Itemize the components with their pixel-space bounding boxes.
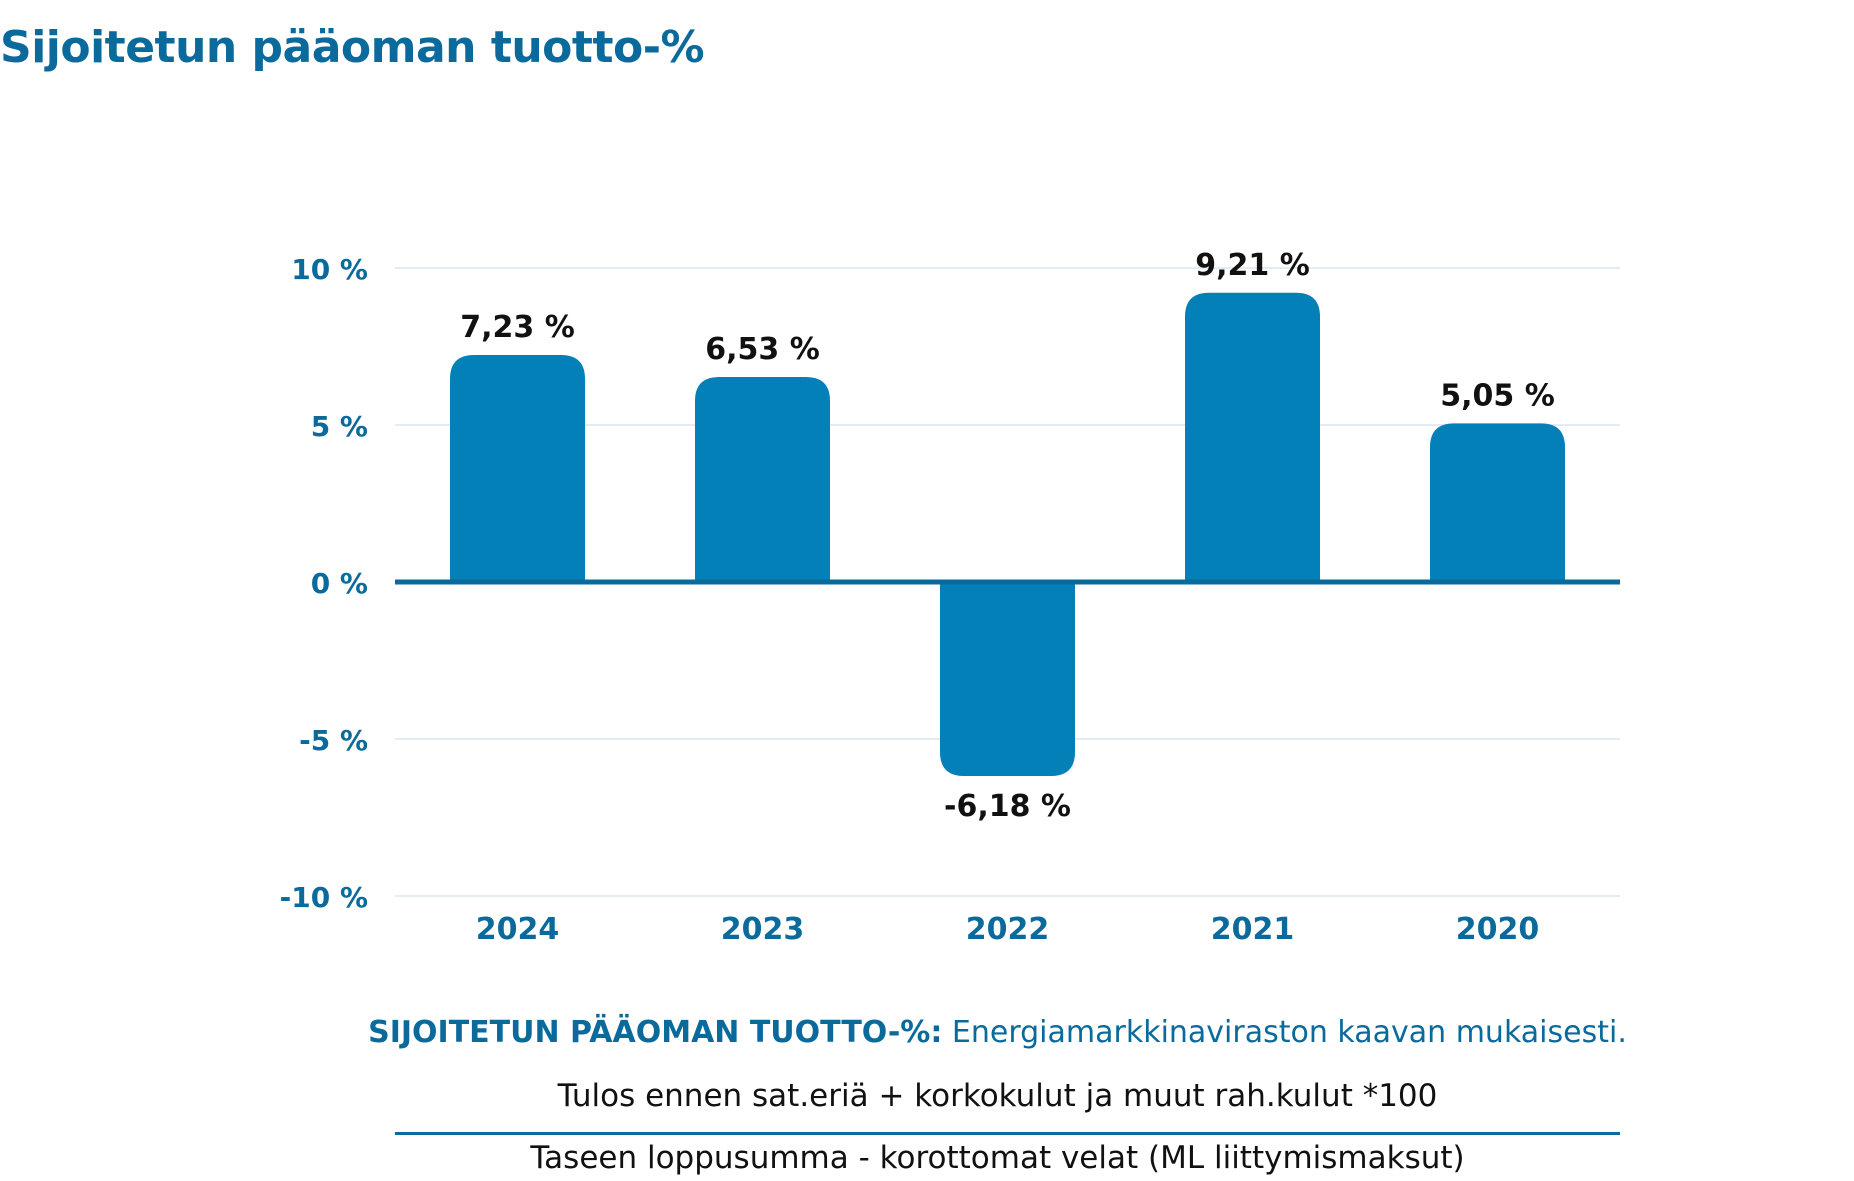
bar — [1185, 292, 1320, 582]
x-tick-label: 2020 — [1456, 912, 1540, 947]
formula-numerator: Tulos ennen sat.eriä + korkokulut ja muu… — [557, 1078, 1438, 1114]
formula-denominator: Taseen loppusumma - korottomat velat (ML… — [530, 1140, 1465, 1176]
bar-chart: 10 % 5 % 0 % -5 % -10 % 7,23 % 2024 6,53 % 2023 -… — [280, 248, 1620, 947]
y-tick-label: -10 % — [280, 881, 368, 914]
definition-text: Energiamarkkinaviraston kaavan mukaisest… — [951, 1015, 1627, 1050]
y-tick-label: 0 % — [311, 567, 368, 600]
definition-header: SIJOITETUN PÄÄOMAN TUOTTO-%: Energiamark… — [335, 1015, 1660, 1050]
page-title: Sijoitetun pääoman tuotto-% — [0, 22, 705, 73]
definition-label: SIJOITETUN PÄÄOMAN TUOTTO-%: — [368, 1015, 943, 1050]
formula-divider — [395, 1132, 1620, 1135]
data-label: 6,53 % — [705, 332, 820, 367]
bar — [695, 376, 830, 582]
x-tick-label: 2022 — [966, 912, 1050, 947]
y-tick-label: 5 % — [311, 410, 368, 443]
data-label: 7,23 % — [460, 310, 575, 345]
data-label: -6,18 % — [944, 789, 1071, 824]
y-tick-label: -5 % — [299, 724, 368, 757]
bar — [940, 582, 1075, 777]
x-tick-label: 2024 — [476, 912, 560, 947]
data-label: 5,05 % — [1440, 378, 1555, 413]
y-tick-label: 10 % — [291, 253, 368, 286]
bar — [450, 354, 585, 582]
x-tick-label: 2023 — [721, 912, 805, 947]
data-label: 9,21 % — [1195, 248, 1310, 283]
bar — [1430, 423, 1565, 582]
x-tick-label: 2021 — [1211, 912, 1295, 947]
